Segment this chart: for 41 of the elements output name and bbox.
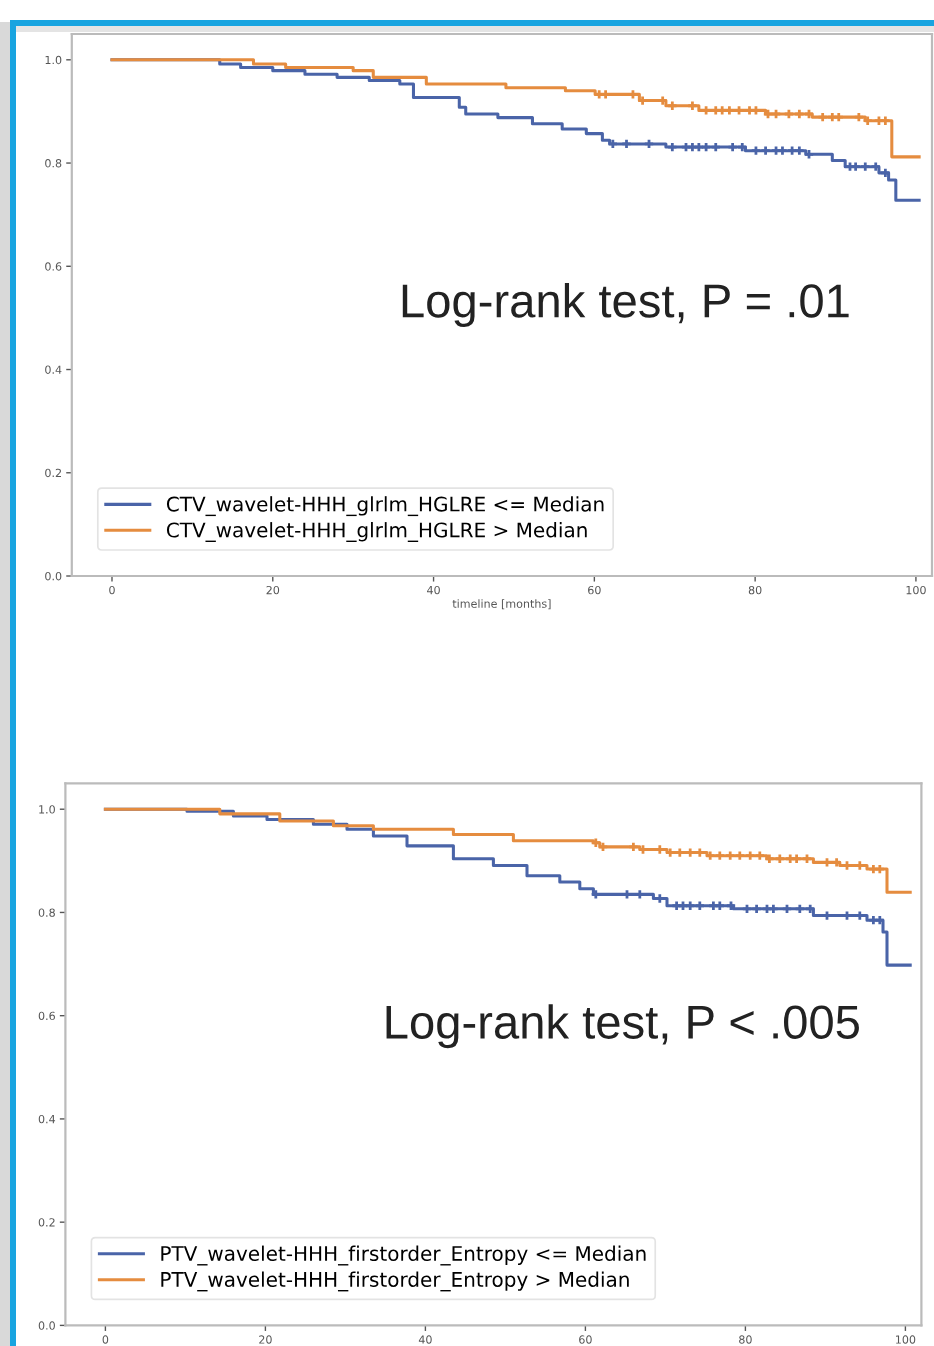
- point: [875, 916, 884, 925]
- point: [591, 838, 600, 847]
- point: [752, 904, 761, 913]
- point: [622, 139, 631, 149]
- annotation: Log-rank test, P < .005: [386, 1004, 859, 1049]
- point: [871, 162, 880, 171]
- point: [778, 146, 787, 155]
- point: [818, 112, 827, 122]
- point: [851, 162, 860, 171]
- point: [726, 851, 735, 860]
- point: [861, 162, 870, 171]
- point: [715, 901, 724, 910]
- point: [728, 142, 737, 152]
- point: [751, 146, 761, 155]
- point: [881, 116, 890, 125]
- point: [881, 168, 890, 178]
- point: [735, 851, 744, 860]
- legend-label: CTV_wavelet-HHH_glrlm_HGLRE > Median: [166, 522, 587, 542]
- point: [765, 854, 774, 863]
- point: [629, 842, 638, 852]
- legend-label: PTV_wavelet-HHH_firstorder_Entropy <= Median: [161, 1245, 646, 1266]
- annotation: Log-rank test, P = .01: [402, 282, 849, 328]
- point: [755, 851, 764, 860]
- point: [795, 109, 804, 119]
- point: [795, 904, 804, 913]
- point: [863, 116, 872, 125]
- point: [695, 901, 704, 910]
- point: [787, 146, 797, 155]
- point: [792, 854, 801, 863]
- point: [686, 901, 695, 910]
- point: [775, 854, 784, 863]
- point: [715, 851, 724, 860]
- point: [769, 904, 778, 913]
- point: [806, 904, 815, 913]
- point: [668, 101, 677, 110]
- point: [746, 851, 755, 860]
- point: [795, 146, 804, 155]
- point: [761, 146, 770, 155]
- legend-label: PTV_wavelet-HHH_firstorder_Entropy > Median: [161, 1271, 629, 1292]
- point: [688, 101, 697, 110]
- legend-label: CTV_wavelet-HHH_glrlm_HGLRE <= Median: [166, 496, 604, 517]
